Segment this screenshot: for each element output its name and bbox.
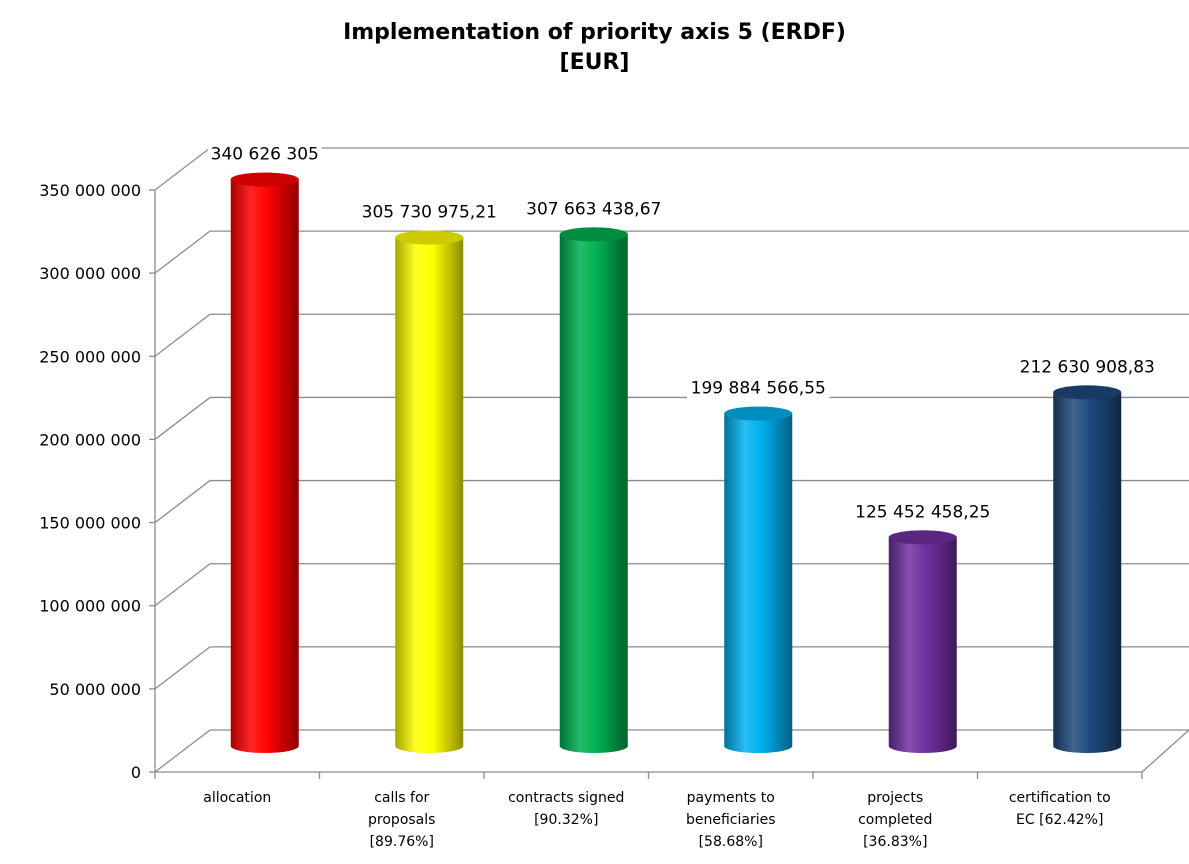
category-label-line: contracts signed [508, 790, 624, 806]
category-label-line: allocation [203, 790, 271, 806]
category-label-line: [90.32%] [534, 812, 598, 828]
category-label: calls for proposals [89.76%] [368, 790, 435, 850]
category-label-line: calls for [374, 790, 429, 806]
data-label: 305 730 975,21 [362, 203, 497, 223]
bar-top [230, 172, 299, 187]
gridline-diagonal [154, 480, 211, 524]
data-label: 125 452 458,25 [855, 502, 990, 522]
bar-body [1053, 385, 1122, 753]
bar-body [888, 530, 957, 754]
category-label-line: EC [62.42%] [1016, 812, 1103, 828]
gridline-diagonal [154, 313, 211, 357]
gridlines [154, 147, 1189, 773]
bar [395, 230, 464, 754]
category-label-line: certification to [1009, 790, 1111, 806]
floor-right-edge [1141, 729, 1189, 773]
y-tick-label: 350 000 000 [39, 181, 141, 200]
category-label-line: projects [867, 790, 923, 806]
category-label: certification to EC [62.42%] [1009, 790, 1111, 828]
bar [230, 172, 299, 754]
category-label-line: proposals [368, 812, 435, 828]
bar-top [559, 227, 628, 242]
y-tick-label: 100 000 000 [39, 597, 141, 616]
data-labels: 340 626 305 305 730 975,21 307 663 438,67 1… [207, 142, 1159, 525]
gridline-diagonal [154, 396, 211, 440]
data-label-bg [358, 200, 501, 225]
bar-top [888, 530, 957, 545]
category-label-line: [89.76%] [370, 834, 434, 850]
bar-body [230, 172, 299, 754]
bar-top [724, 406, 793, 421]
category-label-line: [58.68%] [699, 834, 763, 850]
category-label: projects completed [36.83%] [858, 790, 932, 850]
bars [230, 172, 1122, 754]
gridline-diagonal [154, 646, 211, 690]
chart-subtitle: [EUR] [559, 50, 630, 75]
y-tick-label: 150 000 000 [39, 514, 141, 533]
chart-title: Implementation of priority axis 5 (ERDF) [343, 20, 846, 45]
bar [1053, 385, 1122, 753]
y-tick-label: 250 000 000 [39, 347, 141, 366]
data-label: 340 626 305 [211, 145, 319, 165]
data-label-bg [851, 500, 994, 525]
category-label: allocation [203, 790, 271, 806]
data-label: 212 630 908,83 [1020, 357, 1155, 377]
y-tick-label: 300 000 000 [39, 264, 141, 283]
y-tick-label: 0 [131, 763, 141, 782]
data-label: 199 884 566,55 [691, 379, 826, 399]
category-label: contracts signed [90.32%] [508, 790, 624, 828]
bar [559, 227, 628, 754]
category-label-line: payments to [687, 790, 775, 806]
data-label-bg [687, 376, 830, 401]
data-label-bg [522, 197, 665, 222]
axes: 0 50 000 000 100 000 000 150 000 000 200 000… [39, 181, 1143, 850]
bar-body [559, 227, 628, 754]
gridline-diagonal [154, 563, 211, 607]
category-label-line: completed [858, 812, 932, 828]
category-label: payments to beneficiaries [58.68%] [686, 790, 776, 850]
bar [724, 406, 793, 754]
bar-body [395, 230, 464, 754]
gridline-diagonal [154, 230, 211, 274]
gridline-diagonal [154, 147, 211, 191]
bar [888, 530, 957, 754]
data-label-bg [1016, 355, 1159, 380]
y-tick-label: 200 000 000 [39, 430, 141, 449]
bar-top [1053, 385, 1122, 400]
gridline-diagonal [154, 729, 211, 773]
data-label: 307 663 438,67 [526, 199, 661, 219]
y-tick-label: 50 000 000 [49, 680, 141, 699]
category-label-line: beneficiaries [686, 812, 776, 828]
data-label-bg [207, 142, 322, 167]
bar-top [395, 230, 464, 245]
category-label-line: [36.83%] [863, 834, 927, 850]
bar-body [724, 406, 793, 754]
